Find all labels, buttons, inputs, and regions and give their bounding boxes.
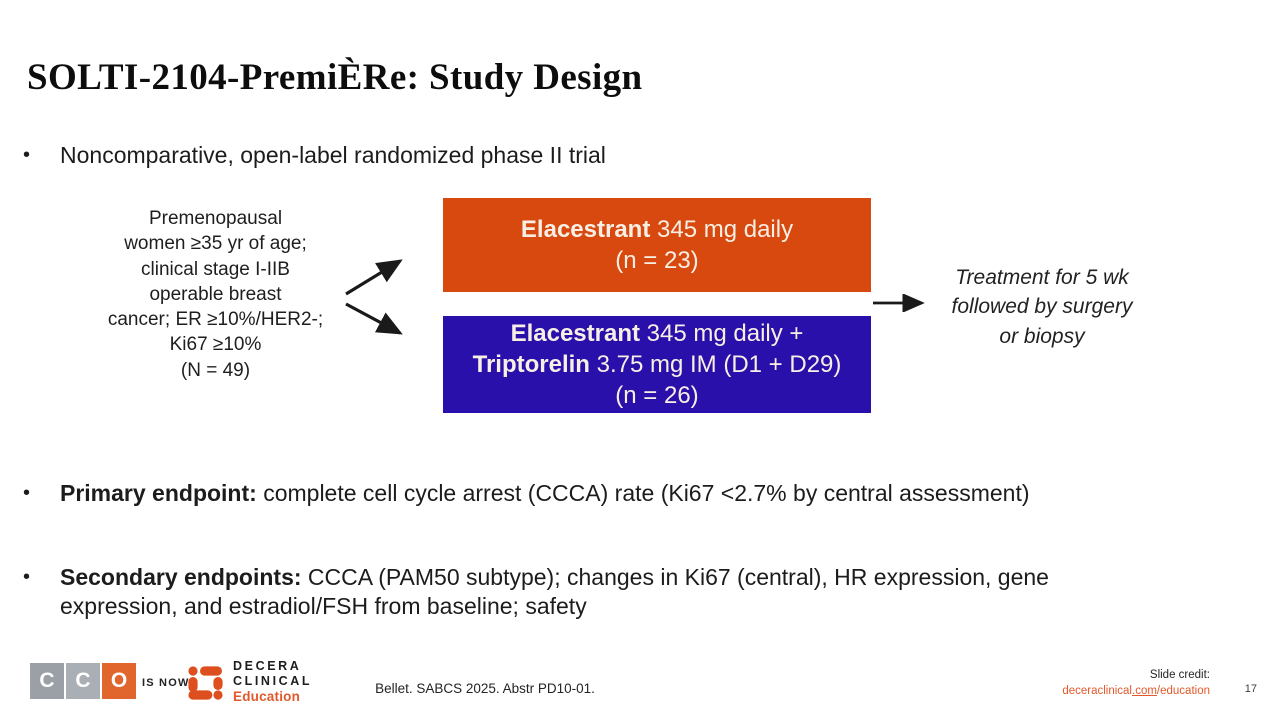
intro-bullet: • Noncomparative, open-label randomized … [23, 141, 606, 170]
criteria-line: (N = 49) [180, 359, 251, 381]
decera-brand-line3: Education [233, 689, 301, 704]
bullet-icon: • [23, 566, 31, 588]
credit-link-tld: .com [1132, 685, 1157, 698]
decera-clinical-logo: DECERA CLINICAL Education [187, 659, 312, 705]
criteria-line: cancer; ER ≥10%/HER2-; [107, 309, 324, 331]
secondary-endpoints-text: Secondary endpoints: CCCA (PAM50 subtype… [60, 563, 1105, 622]
intro-bullet-text: Noncomparative, open-label randomized ph… [60, 142, 606, 168]
arm1-drug: Elacestrant [520, 215, 651, 243]
outcome-line: followed by surgery [951, 295, 1133, 319]
slide-title: SOLTI-2104-PremiÈRe: Study Design [27, 57, 643, 98]
decera-logo-icon [188, 665, 223, 700]
cco-logo-letter: O [102, 663, 136, 699]
outcome-line: or biopsy [999, 324, 1085, 348]
arm1-dose: 345 mg daily [650, 215, 794, 243]
bullet-icon: • [23, 144, 31, 166]
primary-endpoint-label: Primary endpoint: [60, 480, 257, 506]
cco-logo-letter: C [30, 663, 64, 699]
credit-link-path: /education [1156, 685, 1210, 698]
slide-credit-link[interactable]: deceraclinical.com/education [1062, 685, 1210, 697]
randomization-fork-arrows-icon [345, 259, 403, 335]
treatment-outcome-note: Treatment for 5 wk followed by surgery o… [908, 263, 1176, 351]
criteria-line: Premenopausal [148, 208, 283, 229]
secondary-endpoints-label: Secondary endpoints: [60, 564, 302, 590]
slide-credit-label: Slide credit: [1149, 669, 1210, 681]
outcome-line: Treatment for 5 wk [955, 266, 1129, 289]
primary-endpoint-bullet: • Primary endpoint: complete cell cycle … [23, 479, 1070, 508]
criteria-line: operable breast [149, 283, 282, 305]
arm2-line1: Elacestrant 345 mg daily + [443, 318, 871, 349]
arm1-line1: Elacestrant 345 mg daily [443, 214, 871, 245]
arm-elacestrant-box: Elacestrant 345 mg daily (n = 23) [443, 198, 871, 292]
cco-logo-letter: C [66, 663, 100, 699]
criteria-line: clinical stage I-IIB [141, 258, 290, 280]
page-number: 17 [1244, 683, 1257, 695]
is-now-label: IS NOW [142, 677, 190, 689]
arm2-n: (n = 26) [615, 382, 699, 410]
citation-reference: Bellet. SABCS 2025. Abstr PD10-01. [375, 681, 595, 696]
treatment-flow-arrow-icon [873, 294, 925, 312]
arm2-drug1: Elacestrant [510, 319, 640, 347]
criteria-line: Ki67 ≥10% [169, 334, 262, 356]
slide-credit: Slide credit: deceraclinical.com/educati… [1062, 667, 1210, 699]
bullet-icon: • [23, 482, 31, 504]
arm2-drug2: Triptorelin [472, 350, 590, 378]
primary-endpoint-body: complete cell cycle arrest (CCCA) rate (… [256, 480, 1030, 506]
eligibility-criteria: Premenopausal women ≥35 yr of age; clini… [68, 206, 363, 383]
primary-endpoint-text: Primary endpoint: complete cell cycle ar… [60, 479, 1070, 508]
secondary-endpoints-body: CCCA (PAM50 subtype); changes in Ki67 (c… [60, 564, 1049, 620]
decera-logo-text: DECERA CLINICAL Education [233, 659, 312, 705]
arm2-dose1: 345 mg daily + [639, 319, 804, 347]
arm2-line2: Triptorelin 3.75 mg IM (D1 + D29) [443, 349, 871, 380]
decera-brand-line1: DECERA [233, 659, 302, 673]
arm-elacestrant-triptorelin-box: Elacestrant 345 mg daily + Triptorelin 3… [443, 316, 871, 413]
arm2-dose2: 3.75 mg IM (D1 + D29) [589, 350, 842, 378]
secondary-endpoints-bullet: • Secondary endpoints: CCCA (PAM50 subty… [23, 563, 1105, 622]
decera-brand-line2: CLINICAL [233, 674, 313, 688]
arm1-n: (n = 23) [615, 247, 699, 274]
criteria-line: women ≥35 yr of age; [124, 233, 307, 255]
cco-logo: C C O [30, 663, 136, 699]
credit-link-domain: deceraclinical [1062, 685, 1132, 698]
